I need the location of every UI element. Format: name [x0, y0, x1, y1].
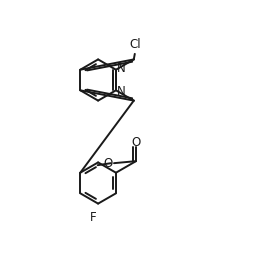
Text: O: O [103, 157, 112, 170]
Text: Cl: Cl [129, 38, 141, 51]
Text: O: O [131, 136, 141, 149]
Text: F: F [90, 211, 97, 224]
Text: N: N [117, 85, 126, 98]
Text: N: N [117, 62, 126, 75]
